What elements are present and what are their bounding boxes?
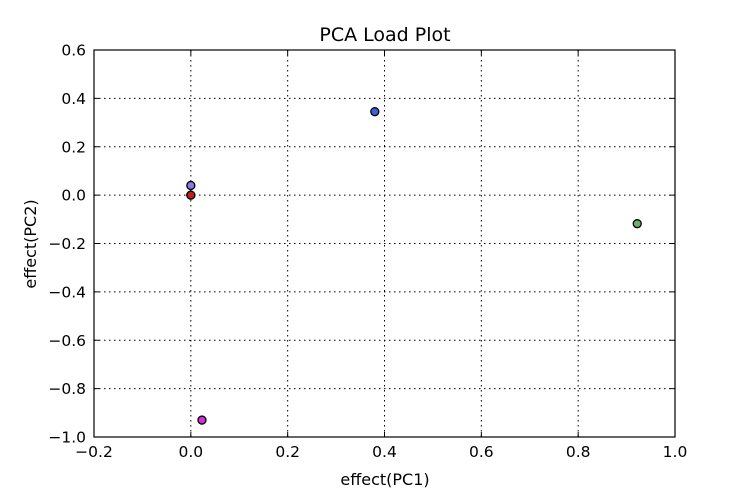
data-points: [186, 107, 642, 425]
scatter-point: [186, 190, 196, 200]
x-tick-label: 0.2: [275, 443, 300, 461]
chart-title: PCA Load Plot: [319, 24, 450, 46]
y-tick-label: 0.6: [61, 42, 86, 60]
scatter-point: [197, 415, 207, 425]
plot-frame: [93, 49, 676, 438]
y-tick-label: 0.0: [61, 187, 86, 205]
x-tick-label: 1.0: [663, 443, 688, 461]
x-tick-label: 0.4: [372, 443, 397, 461]
x-tick-label: 0.6: [469, 443, 494, 461]
x-axis-label: effect(PC1): [340, 470, 429, 489]
y-tick-label: −1.0: [48, 429, 86, 447]
y-tick-labels: −1.0 −0.8 −0.6 −0.4 −0.2 0.0 0.2 0.4 0.6: [48, 42, 86, 447]
y-tick-label: −0.2: [48, 235, 86, 253]
y-tick-label: −0.8: [48, 380, 86, 398]
y-tick-label: 0.4: [61, 90, 86, 108]
y-axis-label: effect(PC2): [21, 199, 40, 288]
x-tick-label: −0.2: [75, 443, 113, 461]
scatter-point: [370, 107, 380, 117]
y-tick-label: 0.2: [61, 138, 86, 156]
x-tick-label: 0.0: [179, 443, 204, 461]
x-tick-label: 0.8: [566, 443, 591, 461]
y-tick-label: −0.4: [48, 283, 86, 301]
x-tick-labels: −0.2 0.0 0.2 0.4 0.6 0.8 1.0: [75, 443, 687, 461]
scatter-point: [186, 180, 196, 191]
scatter-point: [632, 219, 642, 229]
y-tick-label: −0.6: [48, 332, 86, 350]
grid-lines: [94, 50, 675, 437]
